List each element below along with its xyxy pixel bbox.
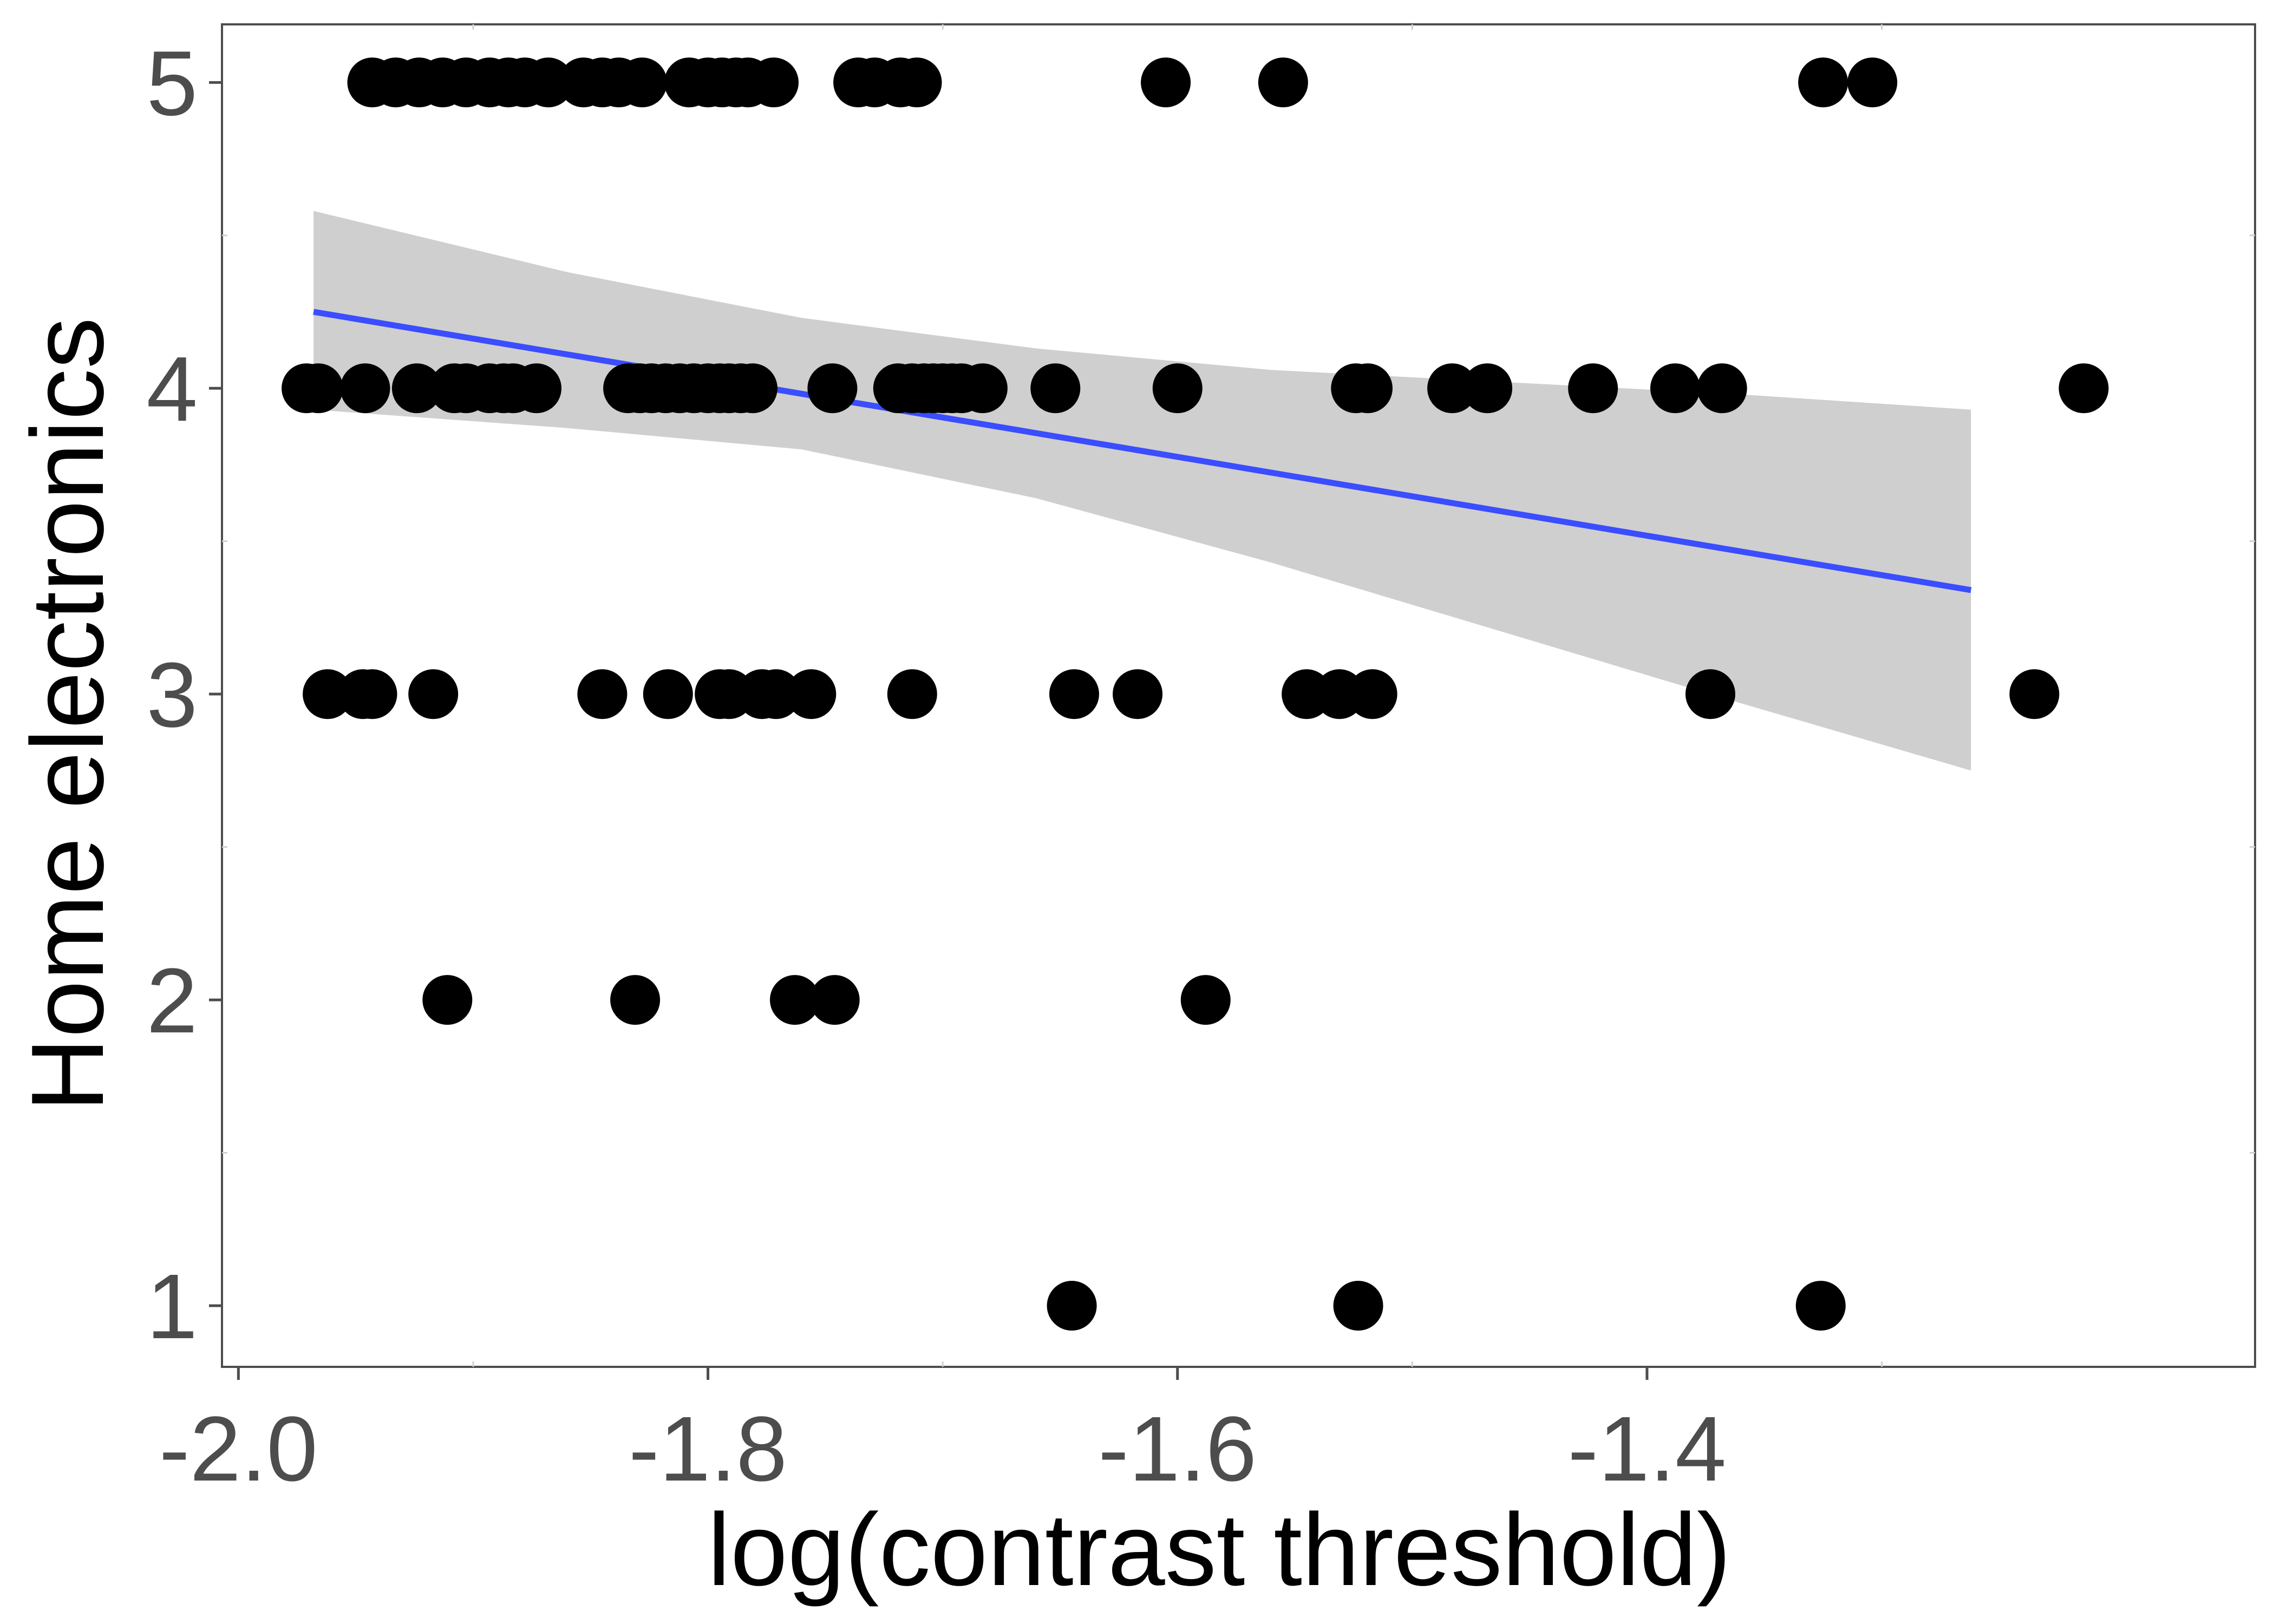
data-point — [1113, 669, 1163, 719]
data-point — [340, 363, 390, 414]
data-point — [1462, 363, 1513, 414]
regression-line — [313, 309, 1972, 593]
data-point — [1427, 363, 1478, 414]
data-point — [523, 57, 573, 108]
x-tick-label: -1.4 — [1568, 1398, 1727, 1501]
data-point — [293, 363, 343, 414]
data-point — [1847, 57, 1898, 108]
data-point — [892, 57, 942, 108]
y-tick-label: 4 — [146, 338, 198, 441]
confidence-band — [313, 211, 1971, 771]
y-tick-label: 2 — [146, 949, 198, 1052]
data-point — [1697, 363, 1747, 414]
data-point — [1568, 363, 1618, 414]
data-point — [2059, 363, 2109, 414]
x-tick-label: -1.6 — [1098, 1398, 1257, 1501]
data-point — [749, 57, 799, 108]
data-point — [751, 669, 801, 719]
data-point — [391, 363, 442, 414]
data-point — [1798, 57, 1848, 108]
data-point — [1141, 57, 1191, 108]
data-point — [887, 669, 937, 719]
data-point — [1049, 669, 1099, 719]
data-point — [770, 975, 820, 1025]
data-point — [512, 363, 561, 414]
data-point — [577, 669, 628, 719]
data-point — [786, 669, 837, 719]
data-point — [1258, 57, 1308, 108]
data-point — [1347, 669, 1397, 719]
data-point — [1047, 1281, 1097, 1331]
data-point — [1333, 1281, 1383, 1331]
data-point — [347, 669, 397, 719]
data-point — [1030, 363, 1081, 414]
data-point — [617, 57, 668, 108]
y-tick-label: 1 — [146, 1255, 198, 1358]
data-point — [809, 975, 860, 1025]
data-point — [807, 363, 858, 414]
data-point — [2009, 669, 2060, 719]
data-point — [727, 363, 777, 414]
data-point — [303, 669, 353, 719]
data-point — [1795, 1281, 1846, 1331]
x-tick-label: -1.8 — [629, 1398, 787, 1501]
data-point — [1152, 363, 1203, 414]
y-tick-label: 5 — [146, 32, 198, 135]
data-point — [1180, 975, 1231, 1025]
x-tick-label: -2.0 — [159, 1398, 318, 1501]
x-axis-title: log(contrast threshold) — [708, 1492, 1731, 1607]
data-point — [422, 975, 473, 1025]
y-tick-label: 3 — [146, 644, 198, 746]
data-point — [957, 363, 1008, 414]
data-point — [643, 669, 693, 719]
data-point — [1685, 669, 1735, 719]
data-point — [1343, 363, 1393, 414]
y-axis-title: Home electronics — [10, 317, 125, 1112]
data-point — [408, 669, 459, 719]
data-point — [1650, 363, 1700, 414]
data-point — [610, 975, 661, 1025]
